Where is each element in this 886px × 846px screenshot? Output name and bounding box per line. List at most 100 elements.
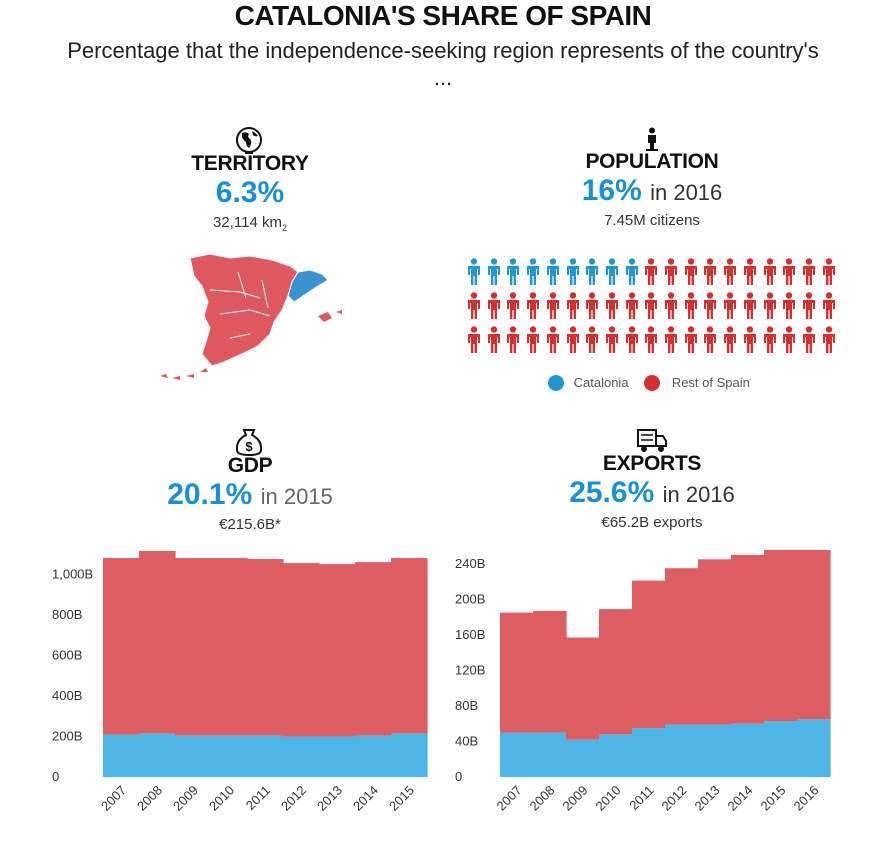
bar-catalonia (175, 735, 212, 777)
catalonia-region (287, 269, 329, 303)
person-icon-rest (822, 326, 835, 353)
population-year: in 2016 (650, 180, 723, 205)
y-tick-label: 1,000B (52, 566, 93, 581)
globe-icon (234, 127, 264, 160)
exports-detail: €65.2B exports (601, 514, 703, 531)
population-section: POPULATION 16% in 2016 7.45M citizens (540, 150, 764, 232)
balearic-islands (318, 310, 342, 322)
exports-label: EXPORTS (602, 452, 702, 475)
person-icon-rest (645, 258, 658, 285)
rest-of-spain-region (189, 253, 299, 367)
population-legend: Catalonia Rest of Spain (548, 374, 750, 391)
bar-catalonia (632, 728, 666, 777)
bar-catalonia (698, 724, 732, 777)
person-icon-rest (684, 292, 697, 319)
x-tick-label: 2009 (170, 783, 201, 814)
page-title: CATALONIA'S SHARE OF SPAIN (234, 0, 652, 31)
exports-section: EXPORTS 25.6% in 2016 €65.2B exports (552, 452, 752, 534)
territory-area: 32,114 km (213, 214, 282, 231)
person-icon-rest (487, 326, 500, 353)
bar-rest-of-spain (175, 558, 212, 736)
bar-catalonia (731, 723, 765, 777)
bar-rest-of-spain (139, 550, 176, 734)
x-tick-label: 2014 (725, 783, 756, 814)
x-tick-label: 2007 (494, 783, 525, 814)
person-icon-rest (704, 258, 717, 285)
bar-rest-of-spain (599, 609, 633, 735)
bar-catalonia (764, 721, 798, 777)
person-icon-rest (625, 292, 638, 319)
person-icon-rest (566, 292, 579, 319)
person-icon-rest (665, 326, 677, 353)
person-icon-rest (763, 292, 776, 319)
person-icon-rest (802, 292, 815, 319)
person-icon-rest (724, 326, 737, 353)
person-icon-rest (468, 326, 480, 353)
person-icon-rest (684, 326, 697, 353)
gdp-detail: €215.6B* (219, 516, 281, 533)
exports-percent: 25.6% (569, 476, 655, 509)
bar-rest-of-spain (355, 562, 392, 736)
bar-rest-of-spain (533, 610, 567, 733)
y-tick-label: 120B (455, 662, 485, 677)
person-icon-rest (783, 326, 796, 353)
y-tick-label: 200B (455, 591, 485, 606)
x-tick-label: 2010 (593, 783, 624, 814)
bar-rest-of-spain (391, 558, 428, 734)
y-tick-label: 160B (455, 627, 485, 642)
bar-catalonia (566, 739, 600, 777)
person-icon-rest (802, 258, 815, 285)
person-icon-rest (743, 258, 756, 285)
y-tick-label: 200B (52, 728, 82, 743)
person-icon-rest (822, 292, 835, 319)
person-icon-rest (783, 292, 796, 319)
person-icon-rest (527, 326, 540, 353)
x-tick-label: 2012 (659, 783, 690, 814)
gdp-section: GDP 20.1% in 2015 €215.6B* (150, 454, 350, 536)
person-icon (645, 127, 659, 156)
bar-catalonia (319, 736, 356, 777)
person-icon-rest (802, 326, 815, 353)
bar-catalonia (355, 735, 392, 777)
truck-icon (636, 428, 668, 459)
person-icon-rest (684, 258, 697, 285)
person-icon-rest (763, 326, 776, 353)
legend-catalonia-label: Catalonia (573, 375, 629, 391)
person-icon-rest (704, 292, 717, 319)
bar-catalonia (247, 735, 284, 777)
territory-label: TERRITORY (191, 152, 309, 175)
person-icon-rest (586, 326, 599, 353)
y-tick-label: 40B (455, 733, 478, 748)
x-tick-label: 2013 (692, 783, 723, 814)
x-tick-label: 2010 (206, 783, 237, 814)
person-icon-rest (724, 258, 737, 285)
bar-rest-of-spain (731, 554, 765, 724)
x-tick-label: 2014 (350, 783, 381, 814)
bar-rest-of-spain (632, 580, 666, 729)
canary-islands (160, 368, 208, 380)
bar-catalonia (533, 732, 567, 777)
person-icon-rest (822, 258, 835, 285)
y-tick-label: 800B (52, 607, 82, 622)
x-tick-label: 2015 (386, 783, 417, 814)
person-icon-catalonia (507, 258, 520, 285)
bar-rest-of-spain (211, 558, 248, 736)
territory-area-unit: 2 (281, 223, 287, 233)
gdp-label: GDP (227, 454, 273, 477)
legend-rest-label: Rest of Spain (671, 375, 750, 391)
person-icon-rest (665, 292, 677, 319)
person-icon-catalonia (586, 258, 599, 285)
y-tick-label: 600B (52, 647, 82, 662)
spain-map (160, 253, 342, 380)
person-icon-rest (665, 258, 677, 285)
person-icon-rest (743, 326, 756, 353)
money-bag-icon: $ (234, 428, 264, 461)
svg-text:$: $ (245, 439, 253, 454)
bar-catalonia (665, 724, 699, 777)
bar-rest-of-spain (103, 558, 140, 735)
bar-rest-of-spain (247, 559, 284, 736)
bar-rest-of-spain (797, 550, 831, 720)
bar-rest-of-spain (665, 568, 699, 725)
